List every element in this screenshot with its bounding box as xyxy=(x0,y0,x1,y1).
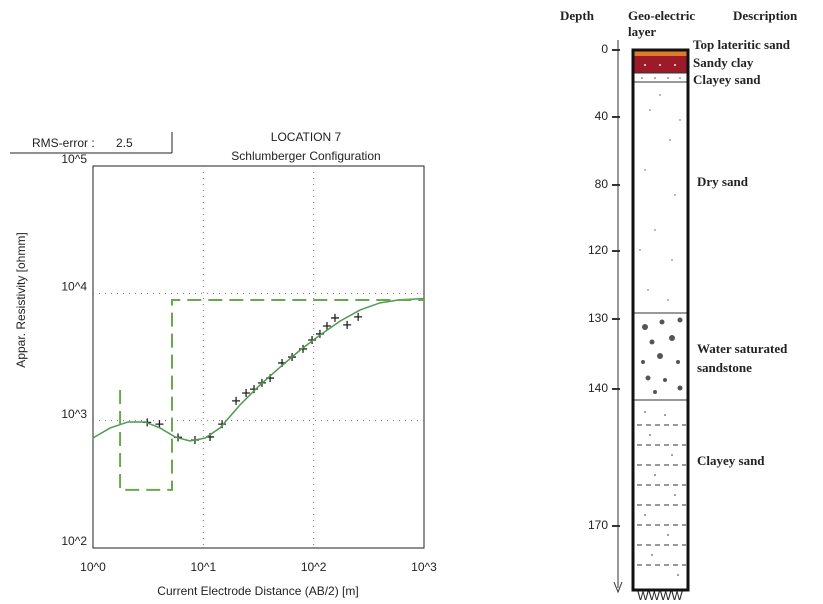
data-point xyxy=(330,313,339,322)
y-tick-label: 10^2 xyxy=(61,534,87,548)
layer-label: Water saturated xyxy=(697,341,788,356)
chart-frame: RMS-error : 2.5 LOCATION 7 Schlumberger … xyxy=(10,130,425,598)
header-layer: layer xyxy=(628,24,656,39)
header-depth: Depth xyxy=(560,8,595,23)
data-point xyxy=(343,320,352,329)
data-point xyxy=(232,396,241,405)
header-layer: Geo-electric xyxy=(628,8,695,23)
series-line xyxy=(119,298,424,491)
layer-pattern xyxy=(639,64,683,394)
depth-tick-label: 40 xyxy=(595,109,609,123)
depth-tick-label: 140 xyxy=(588,381,608,395)
plot-area xyxy=(92,165,425,549)
y-tick-label: 10^4 xyxy=(61,280,87,294)
depth-tick-label: 0 xyxy=(601,42,608,56)
x-axis-label: Current Electrode Distance (AB/2) [m] xyxy=(157,584,358,598)
layer-fill xyxy=(633,50,688,56)
y-tick-label: 10^5 xyxy=(61,152,87,166)
data-point xyxy=(242,388,251,397)
y-tick-label: 10^3 xyxy=(61,407,87,421)
layer-label: Clayey sand xyxy=(693,72,761,87)
series-line xyxy=(92,297,425,442)
rms-value: 2.5 xyxy=(116,136,133,150)
data-point xyxy=(155,420,164,429)
data-point xyxy=(322,321,331,330)
depth-tick-label: 80 xyxy=(595,177,609,191)
layer-label: Sandy clay xyxy=(693,55,754,70)
base-label: WWWW xyxy=(637,589,683,603)
depth-tick-label: 170 xyxy=(588,518,608,532)
data-point xyxy=(308,336,317,345)
x-tick-label: 10^1 xyxy=(191,560,217,574)
depth-arrow xyxy=(613,581,623,594)
data-point xyxy=(354,312,363,321)
layer-label: Dry sand xyxy=(697,174,749,189)
chart-title: LOCATION 7 xyxy=(271,130,342,144)
depth-tick-label: 120 xyxy=(588,243,608,257)
borehole-log: Depth Geo-electric layer Description xyxy=(560,8,798,603)
x-tick-label: 10^2 xyxy=(301,560,327,574)
layer-pattern xyxy=(637,424,686,566)
x-tick-label: 10^3 xyxy=(411,560,437,574)
data-point xyxy=(299,344,308,353)
layer-label: sandstone xyxy=(697,360,752,375)
column-border xyxy=(631,48,690,592)
x-tick-label: 10^0 xyxy=(80,560,106,574)
header-description: Description xyxy=(733,8,798,23)
chart-subtitle: Schlumberger Configuration xyxy=(231,149,380,163)
layer-label: Clayey sand xyxy=(697,453,765,468)
layer-label: Top lateritic sand xyxy=(693,37,791,52)
y-axis-label: Appar. Resistivity [ohmm] xyxy=(14,232,28,367)
depth-tick-label: 130 xyxy=(588,311,608,325)
layer-pattern xyxy=(644,411,679,576)
rms-label: RMS-error : xyxy=(32,136,95,150)
